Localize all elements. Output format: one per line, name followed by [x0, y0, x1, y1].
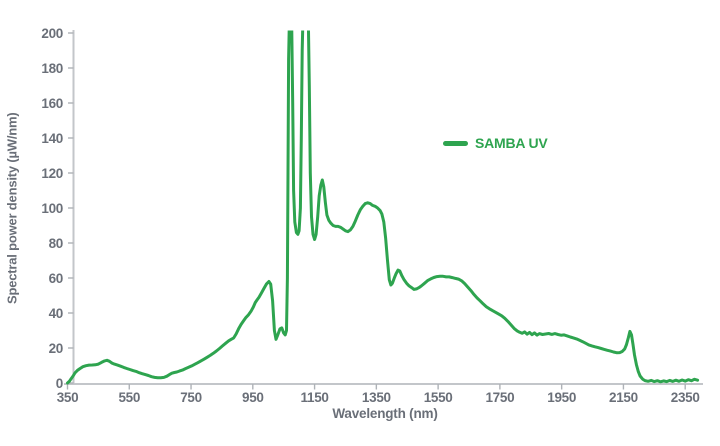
x-tick-label: 1950 — [547, 390, 576, 405]
x-tick-label: 1350 — [362, 390, 391, 405]
legend-label: SAMBA UV — [475, 135, 548, 151]
y-tick-label: 60 — [49, 271, 63, 286]
y-tick-label: 200 — [41, 26, 63, 41]
x-tick-label: 1750 — [485, 390, 514, 405]
y-tick-label: 20 — [49, 341, 63, 356]
y-tick-label: 100 — [41, 201, 63, 216]
x-tick-label: 2150 — [609, 390, 638, 405]
legend-line-swatch — [443, 140, 468, 146]
series-line-samba-uv — [66, 30, 700, 385]
y-tick-label: 0 — [56, 376, 63, 391]
y-axis-title: Spectral power density (µW/nm) — [4, 112, 20, 304]
x-tick-label: 1150 — [301, 390, 329, 405]
x-tick-label: 550 — [118, 390, 140, 405]
x-tick-label: 1550 — [424, 390, 453, 405]
y-tick-label: 160 — [41, 96, 63, 111]
y-tick-label: 120 — [41, 166, 63, 181]
x-tick-label: 350 — [57, 390, 79, 405]
x-tick-label: 2350 — [671, 390, 700, 405]
y-tick-label: 180 — [41, 61, 63, 76]
y-tick-label: 80 — [49, 236, 63, 251]
x-tick-label: 950 — [242, 390, 264, 405]
legend: SAMBA UV — [443, 135, 548, 151]
x-axis-title: Wavelength (nm) — [332, 406, 438, 421]
y-tick-label: 140 — [41, 131, 63, 146]
y-tick-label: 40 — [49, 306, 63, 321]
x-tick-label: 750 — [180, 390, 202, 405]
